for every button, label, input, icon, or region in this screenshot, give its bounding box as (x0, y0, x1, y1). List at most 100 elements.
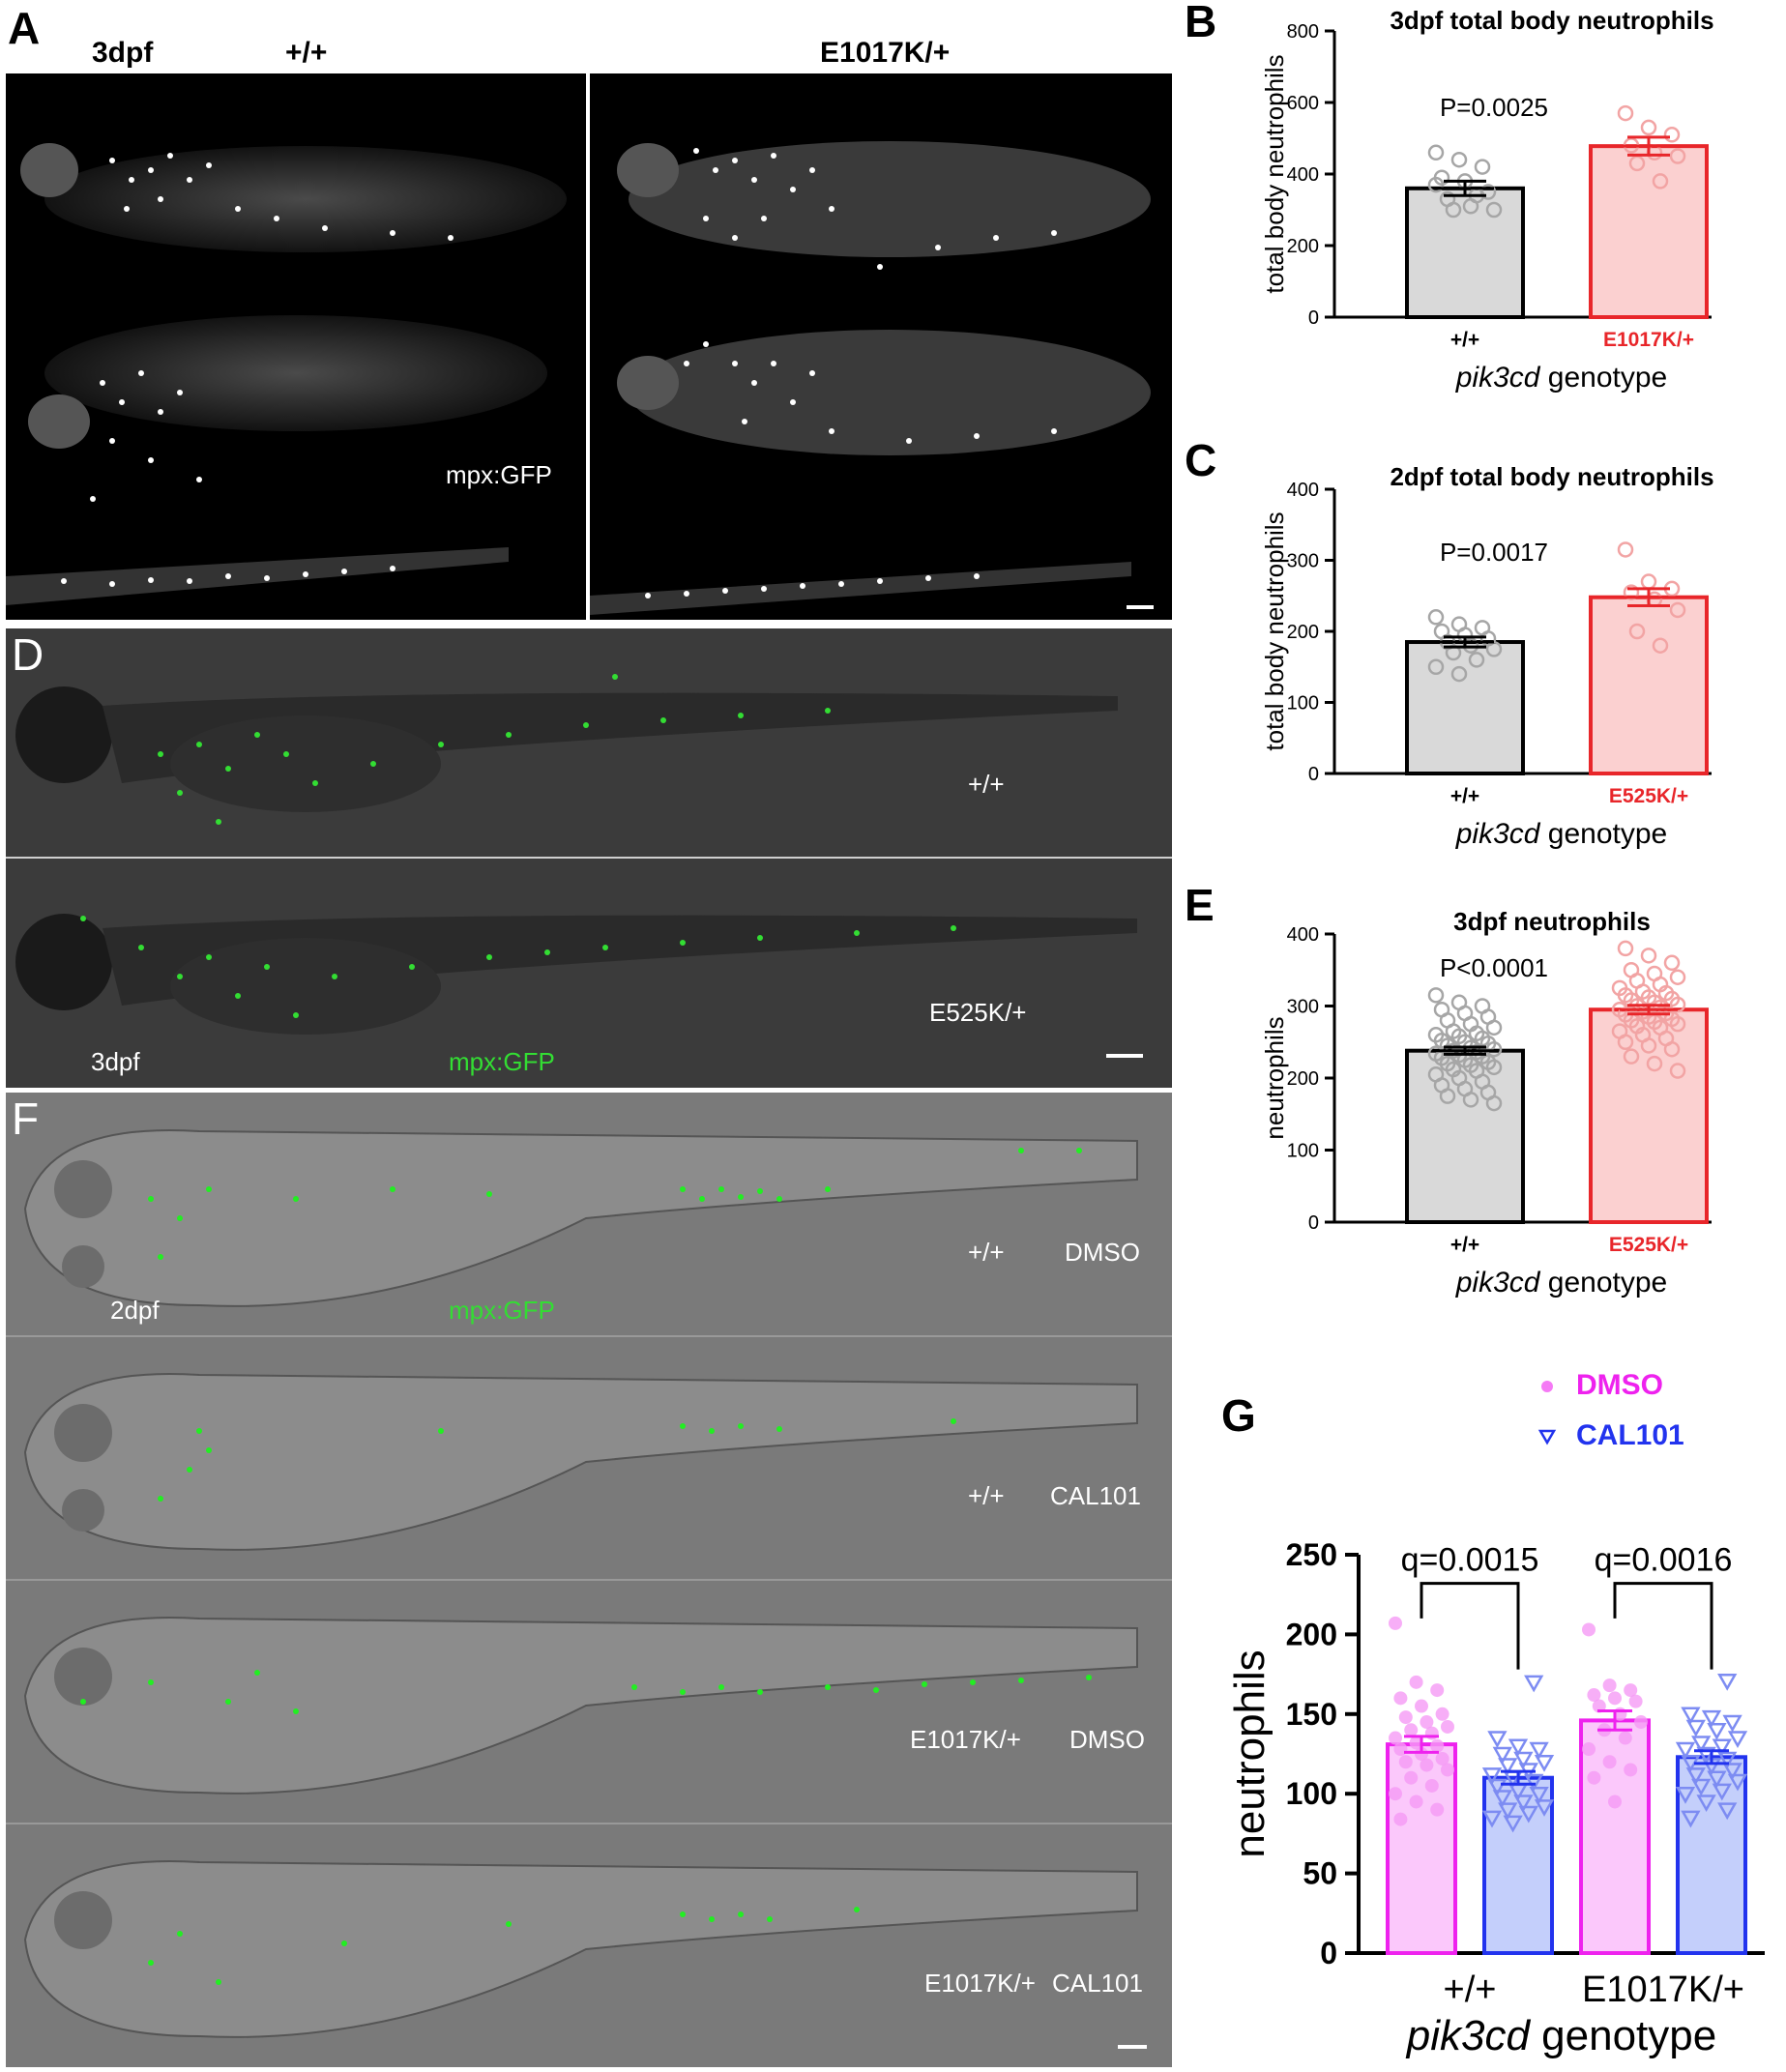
data-point (1441, 1763, 1454, 1777)
data-point (1623, 1048, 1640, 1065)
data-point (1435, 1707, 1449, 1721)
data-point (1675, 1741, 1696, 1760)
data-point (1691, 1736, 1712, 1753)
x-axis-label: pik3cd genotype (1455, 818, 1668, 850)
y-tick-label: 300 (1287, 997, 1319, 1018)
data-point (1608, 1691, 1622, 1706)
panel-f-row4-genotype: E1017K/+ (924, 1969, 1036, 1998)
data-point (1663, 1040, 1681, 1058)
data-point (1393, 1812, 1408, 1826)
data-point (1513, 1795, 1534, 1812)
y-tick-label: 200 (1287, 236, 1319, 257)
data-point (1663, 954, 1681, 972)
data-point (1634, 1715, 1648, 1730)
x-tick-label: +/+ (1444, 1970, 1497, 2010)
panel-f-row4-treatment: CAL101 (1052, 1969, 1143, 1998)
data-point (1481, 1810, 1503, 1828)
y-tick-label: 0 (1308, 764, 1319, 785)
data-point (1534, 1799, 1555, 1817)
scale-bar (1118, 2045, 1147, 2049)
chart-c: C 2dpf total body neutrophils 0 100 200 300 40… (1185, 435, 1714, 850)
p-value-annotation: P<0.0001 (1440, 953, 1548, 982)
scale-bar (1127, 605, 1154, 609)
data-point (1602, 1678, 1617, 1693)
y-tick-label: 400 (1287, 480, 1319, 501)
data-point (1669, 1015, 1686, 1033)
data-point (1430, 1683, 1445, 1698)
data-point (1617, 1034, 1634, 1050)
data-point (1717, 1802, 1738, 1821)
data-point (1393, 1691, 1408, 1706)
data-point (1685, 1719, 1706, 1737)
data-point (1669, 1063, 1686, 1079)
data-point (1435, 1751, 1449, 1766)
data-point (1529, 1741, 1549, 1760)
significance-bracket (1420, 1582, 1520, 1670)
data-point (1485, 1094, 1503, 1112)
data-point (1623, 584, 1640, 600)
x-axis-label: pik3cd genotype (1455, 1267, 1668, 1299)
data-point (1427, 609, 1445, 626)
x-axis-label: pik3cd genotype (1405, 2012, 1716, 2059)
neutrophil-dots (61, 153, 454, 587)
chart-title: 2dpf total body neutrophils (1390, 462, 1713, 491)
x-tick-label: E525K/+ (1609, 1234, 1688, 1256)
panel-letter: C (1185, 435, 1216, 485)
data-point (1487, 1778, 1508, 1796)
data-point (1389, 1616, 1402, 1630)
panel-d-stage-label: 3dpf (91, 1047, 140, 1076)
data-point (1409, 1736, 1423, 1750)
q-value-annotation: q=0.0016 (1595, 1541, 1733, 1578)
panel-a-stage-label: 3dpf (92, 37, 154, 69)
data-point (1492, 1790, 1512, 1808)
panel-a-genotype-mutant: E1017K/+ (820, 37, 951, 69)
legend-label: DMSO (1576, 1369, 1663, 1401)
data-point (1427, 658, 1445, 675)
data-point (1393, 1742, 1408, 1757)
data-point (1675, 1786, 1696, 1804)
y-tick-label: 200 (1287, 622, 1319, 643)
data-point (1485, 1019, 1503, 1036)
chart-title: 3dpf total body neutrophils (1390, 6, 1713, 35)
y-tick-label: 100 (1286, 1776, 1337, 1811)
y-tick-label: 600 (1287, 93, 1319, 114)
panel-letter-f: F (12, 1094, 40, 1144)
panel-d-genotype-mutant: E525K/+ (929, 998, 1027, 1027)
legend-marker-cal101 (1537, 1429, 1557, 1445)
panel-f-row2-treatment: CAL101 (1050, 1481, 1141, 1510)
y-tick-label: 0 (1320, 1936, 1337, 1970)
bar-cal101-0 (1482, 1775, 1554, 1955)
x-tick-label: +/+ (1450, 329, 1479, 351)
panel-d-reporter-label: mpx:GFP (449, 1047, 555, 1076)
data-point (1640, 948, 1657, 964)
data-point (1628, 1694, 1643, 1708)
data-point (1427, 176, 1445, 193)
data-point (1487, 1731, 1508, 1749)
x-tick-label: E1017K/+ (1603, 329, 1694, 351)
data-point (1420, 1715, 1434, 1730)
data-point (1712, 1738, 1732, 1757)
p-value-annotation: P=0.0025 (1440, 93, 1548, 122)
bar-1 (1589, 1007, 1709, 1224)
data-point (1398, 1710, 1413, 1725)
data-point (1652, 637, 1669, 654)
data-point (1415, 1699, 1428, 1713)
data-point (1474, 159, 1491, 175)
larvae-mutant-image (590, 141, 1154, 615)
data-point (1669, 148, 1686, 164)
data-point (1669, 601, 1686, 619)
data-point (1624, 1683, 1638, 1698)
data-point (1691, 1778, 1712, 1796)
chart-b: B 3dpf total body neutrophils 0 200 400 600 80… (1185, 0, 1714, 394)
data-point (1485, 1059, 1503, 1076)
data-point (1722, 1714, 1742, 1733)
panel-f-micrograph: F 2dpf mpx:GFP +/+ DMSO +/+ CAL (6, 1093, 1172, 2067)
data-point (1608, 1795, 1622, 1809)
scale-bar (1106, 1054, 1143, 1058)
y-tick-label: 200 (1287, 1068, 1319, 1090)
data-point (1450, 151, 1468, 168)
data-point (1717, 1673, 1738, 1691)
y-tick-label: 150 (1286, 1697, 1337, 1732)
data-point (1685, 1767, 1706, 1785)
data-point (1696, 1795, 1716, 1812)
